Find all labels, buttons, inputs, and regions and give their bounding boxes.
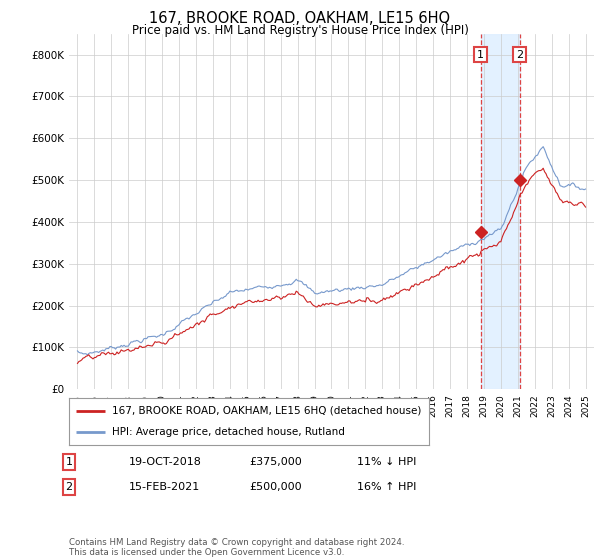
Text: 11% ↓ HPI: 11% ↓ HPI bbox=[357, 457, 416, 467]
Text: 15-FEB-2021: 15-FEB-2021 bbox=[129, 482, 200, 492]
Text: HPI: Average price, detached house, Rutland: HPI: Average price, detached house, Rutl… bbox=[112, 427, 345, 437]
Text: £500,000: £500,000 bbox=[249, 482, 302, 492]
Text: Contains HM Land Registry data © Crown copyright and database right 2024.
This d: Contains HM Land Registry data © Crown c… bbox=[69, 538, 404, 557]
Text: 167, BROOKE ROAD, OAKHAM, LE15 6HQ: 167, BROOKE ROAD, OAKHAM, LE15 6HQ bbox=[149, 11, 451, 26]
Text: 1: 1 bbox=[477, 49, 484, 59]
Text: Price paid vs. HM Land Registry's House Price Index (HPI): Price paid vs. HM Land Registry's House … bbox=[131, 24, 469, 36]
Text: 2: 2 bbox=[65, 482, 73, 492]
Text: 16% ↑ HPI: 16% ↑ HPI bbox=[357, 482, 416, 492]
Text: 2: 2 bbox=[516, 49, 523, 59]
Bar bbox=[481, 34, 520, 389]
Text: £375,000: £375,000 bbox=[249, 457, 302, 467]
Text: 167, BROOKE ROAD, OAKHAM, LE15 6HQ (detached house): 167, BROOKE ROAD, OAKHAM, LE15 6HQ (deta… bbox=[112, 406, 422, 416]
Text: 1: 1 bbox=[65, 457, 73, 467]
Text: 19-OCT-2018: 19-OCT-2018 bbox=[129, 457, 202, 467]
